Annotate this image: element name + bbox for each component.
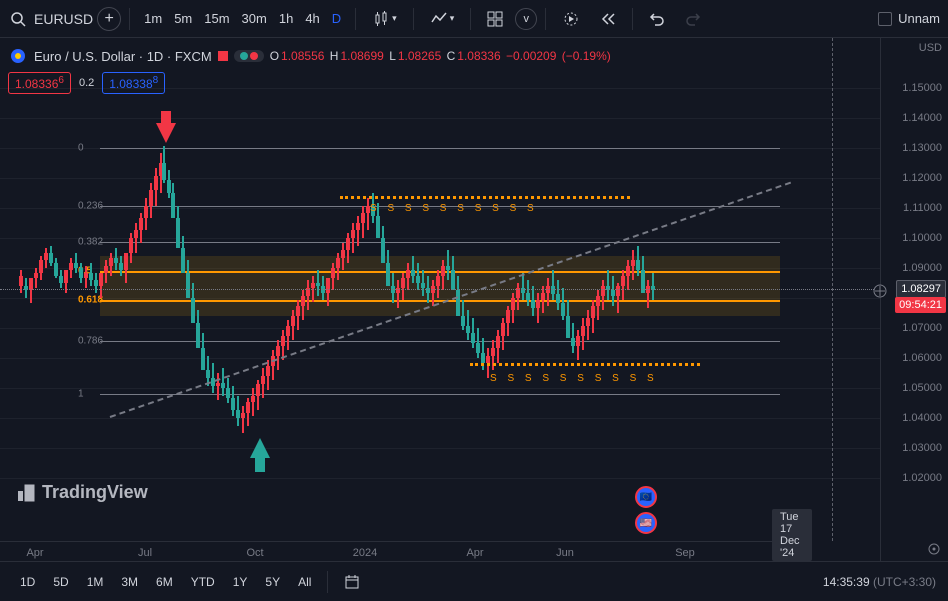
symbol-search[interactable]: EURUSD bbox=[8, 9, 93, 29]
spread-label: 0.2 bbox=[79, 77, 94, 89]
main-chart[interactable]: Euro / U.S. Dollar · 1D · FXCM O1.08556 … bbox=[0, 38, 880, 561]
arrow-up-marker[interactable] bbox=[250, 438, 270, 458]
timeframe-4h[interactable]: 4h bbox=[299, 7, 325, 30]
range-All[interactable]: All bbox=[290, 571, 319, 593]
current-price-label: 1.08297 bbox=[896, 280, 946, 298]
price-tick: 1.04000 bbox=[902, 412, 942, 424]
indicator-pill[interactable] bbox=[234, 50, 264, 62]
range-1D[interactable]: 1D bbox=[12, 571, 43, 593]
date-tooltip: Tue 17 Dec '24 bbox=[772, 509, 812, 561]
v-button[interactable]: v bbox=[515, 8, 537, 30]
checkbox-icon bbox=[878, 12, 892, 26]
top-toolbar: EURUSD + 1m5m15m30m1h4hD ▾ ▾ v Unnam bbox=[0, 0, 948, 38]
price-tick: 1.03000 bbox=[902, 442, 942, 454]
price-axis[interactable]: USD 1.15000 1.14000 1.13000 1.12000 1.11000 1… bbox=[880, 38, 948, 561]
ohlc-display: O1.08556 H1.08699 L1.08265 C1.08336 −0.0… bbox=[270, 49, 613, 63]
price-tick: 1.05000 bbox=[902, 382, 942, 394]
replay-button[interactable] bbox=[554, 6, 588, 32]
timeframe-5m[interactable]: 5m bbox=[168, 7, 198, 30]
add-symbol-button[interactable]: + bbox=[97, 7, 121, 31]
candle-type-button[interactable]: ▾ bbox=[364, 6, 405, 32]
us-event-icon[interactable]: 🇺🇸 bbox=[635, 512, 657, 534]
dotted-line[interactable] bbox=[340, 196, 630, 199]
dotted-line[interactable] bbox=[470, 363, 700, 366]
calendar-icon[interactable] bbox=[336, 570, 368, 594]
axis-currency: USD bbox=[919, 42, 942, 54]
timeframe-D[interactable]: D bbox=[326, 7, 347, 30]
layouts-button[interactable] bbox=[479, 7, 511, 31]
time-label: Jun bbox=[556, 547, 574, 559]
timeframe-30m[interactable]: 30m bbox=[236, 7, 273, 30]
crosshair-v bbox=[832, 38, 833, 541]
indicators-button[interactable]: ▾ bbox=[422, 6, 463, 32]
range-YTD[interactable]: YTD bbox=[183, 571, 223, 593]
bid-price[interactable]: 1.083366 bbox=[8, 72, 71, 94]
pattern-label: S S S S S S S S S S bbox=[490, 373, 658, 384]
time-label: Sep bbox=[675, 547, 695, 559]
arrow-down-marker[interactable] bbox=[156, 123, 176, 143]
timeframe-1m[interactable]: 1m bbox=[138, 7, 168, 30]
range-5Y[interactable]: 5Y bbox=[257, 571, 288, 593]
rewind-icon[interactable] bbox=[592, 7, 624, 31]
clock-display[interactable]: 14:35:39 (UTC+3:30) bbox=[823, 575, 936, 589]
ask-price[interactable]: 1.083388 bbox=[102, 72, 165, 94]
price-tick: 1.14000 bbox=[902, 112, 942, 124]
axis-settings-icon[interactable] bbox=[924, 539, 944, 559]
watermark: TradingView bbox=[16, 482, 148, 503]
pattern-label: S S S S S S S S S S bbox=[370, 203, 538, 214]
time-label: Jul bbox=[138, 547, 152, 559]
price-tick: 1.07000 bbox=[902, 322, 942, 334]
time-label: 2024 bbox=[353, 547, 377, 559]
price-tick: 1.10000 bbox=[902, 232, 942, 244]
market-status-icon bbox=[218, 51, 228, 61]
time-label: Oct bbox=[246, 547, 263, 559]
price-tick: 1.06000 bbox=[902, 352, 942, 364]
range-6M[interactable]: 6M bbox=[148, 571, 181, 593]
price-tick: 1.12000 bbox=[902, 172, 942, 184]
symbol-text: EURUSD bbox=[34, 11, 93, 27]
timeframe-1h[interactable]: 1h bbox=[273, 7, 299, 30]
price-tick: 1.15000 bbox=[902, 82, 942, 94]
price-tick: 1.02000 bbox=[902, 472, 942, 484]
price-tick: 1.09000 bbox=[902, 262, 942, 274]
range-1M[interactable]: 1M bbox=[79, 571, 112, 593]
timeframe-15m[interactable]: 15m bbox=[198, 7, 235, 30]
eu-event-icon[interactable]: 🇪🇺 bbox=[635, 486, 657, 508]
chart-legend: Euro / U.S. Dollar · 1D · FXCM O1.08556 … bbox=[8, 46, 613, 94]
search-icon bbox=[8, 9, 28, 29]
chart-area: Euro / U.S. Dollar · 1D · FXCM O1.08556 … bbox=[0, 38, 948, 561]
symbol-title: Euro / U.S. Dollar · 1D · FXCM bbox=[34, 49, 212, 64]
countdown-label: 09:54:21 bbox=[895, 297, 946, 313]
price-tick: 1.11000 bbox=[903, 202, 942, 214]
layout-name[interactable]: Unnam bbox=[878, 11, 940, 26]
time-axis[interactable]: Tue 17 Dec '24 AprJulOct2024AprJunSep bbox=[0, 541, 812, 561]
undo-button[interactable] bbox=[641, 7, 673, 31]
price-tick: 1.13000 bbox=[902, 142, 942, 154]
price-crosshair-icon bbox=[870, 281, 890, 301]
timeframe-group: 1m5m15m30m1h4hD bbox=[138, 7, 347, 30]
range-5D[interactable]: 5D bbox=[45, 571, 76, 593]
time-label: Apr bbox=[26, 547, 43, 559]
symbol-flag-icon bbox=[8, 46, 28, 66]
range-3M[interactable]: 3M bbox=[113, 571, 146, 593]
redo-button[interactable] bbox=[677, 7, 709, 31]
crosshair-h bbox=[0, 289, 880, 290]
range-1Y[interactable]: 1Y bbox=[225, 571, 256, 593]
range-bar: 1D5D1M3M6MYTD1Y5YAll 14:35:39 (UTC+3:30) bbox=[0, 561, 948, 601]
time-label: Apr bbox=[466, 547, 483, 559]
